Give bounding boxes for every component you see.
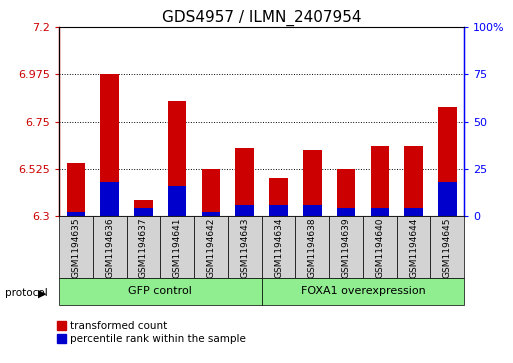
Bar bbox=[404, 146, 423, 216]
Bar bbox=[134, 200, 153, 216]
Bar bbox=[337, 208, 356, 216]
Bar bbox=[262, 216, 295, 278]
Bar bbox=[397, 216, 430, 278]
Text: GSM1194642: GSM1194642 bbox=[206, 218, 215, 278]
Text: GSM1194645: GSM1194645 bbox=[443, 218, 452, 278]
Bar bbox=[430, 216, 464, 278]
Bar bbox=[370, 146, 389, 216]
Bar bbox=[303, 150, 322, 216]
Bar bbox=[93, 216, 127, 278]
Text: protocol: protocol bbox=[5, 288, 48, 298]
Bar bbox=[202, 169, 220, 216]
Text: GSM1194635: GSM1194635 bbox=[71, 218, 81, 278]
Bar bbox=[363, 216, 397, 278]
Bar bbox=[59, 278, 262, 305]
Bar bbox=[134, 208, 153, 216]
Bar bbox=[67, 212, 85, 216]
Bar bbox=[269, 178, 288, 216]
Bar bbox=[370, 208, 389, 216]
Bar bbox=[303, 205, 322, 216]
Text: GSM1194637: GSM1194637 bbox=[139, 218, 148, 278]
Text: GSM1194644: GSM1194644 bbox=[409, 218, 418, 278]
Text: GFP control: GFP control bbox=[128, 286, 192, 296]
Text: GSM1194636: GSM1194636 bbox=[105, 218, 114, 278]
Text: ▶: ▶ bbox=[38, 289, 47, 299]
Bar bbox=[337, 169, 356, 216]
Text: GSM1194638: GSM1194638 bbox=[308, 218, 317, 278]
Bar bbox=[235, 148, 254, 216]
Bar bbox=[404, 208, 423, 216]
Text: FOXA1 overexpression: FOXA1 overexpression bbox=[301, 286, 425, 296]
Bar bbox=[67, 163, 85, 216]
Bar bbox=[168, 186, 187, 216]
Text: GSM1194640: GSM1194640 bbox=[376, 218, 384, 278]
Bar bbox=[228, 216, 262, 278]
Text: GSM1194643: GSM1194643 bbox=[240, 218, 249, 278]
Bar bbox=[329, 216, 363, 278]
Bar bbox=[59, 216, 93, 278]
Bar bbox=[202, 212, 220, 216]
Bar bbox=[438, 107, 457, 216]
Bar bbox=[168, 101, 187, 216]
Bar bbox=[295, 216, 329, 278]
Title: GDS4957 / ILMN_2407954: GDS4957 / ILMN_2407954 bbox=[162, 10, 361, 26]
Bar bbox=[235, 205, 254, 216]
Bar bbox=[438, 182, 457, 216]
Bar bbox=[262, 278, 464, 305]
Bar bbox=[101, 74, 119, 216]
Legend: transformed count, percentile rank within the sample: transformed count, percentile rank withi… bbox=[56, 321, 246, 344]
Bar bbox=[127, 216, 160, 278]
Bar bbox=[160, 216, 194, 278]
Text: GSM1194639: GSM1194639 bbox=[342, 218, 350, 278]
Bar bbox=[101, 182, 119, 216]
Text: GSM1194641: GSM1194641 bbox=[173, 218, 182, 278]
Text: GSM1194634: GSM1194634 bbox=[274, 218, 283, 278]
Bar bbox=[269, 205, 288, 216]
Bar bbox=[194, 216, 228, 278]
